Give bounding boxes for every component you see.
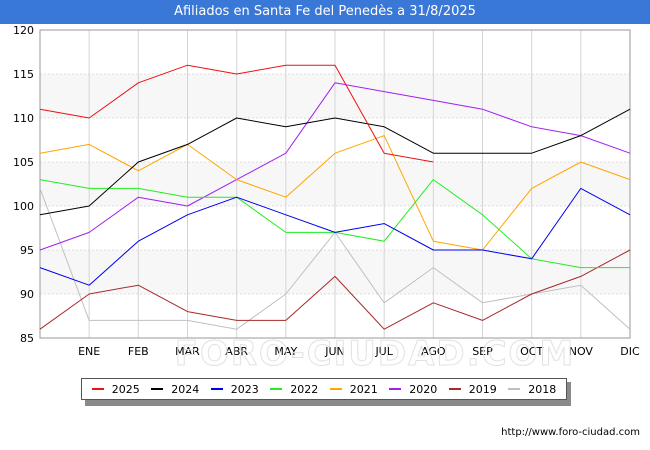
x-tick-label: MAR <box>175 345 200 358</box>
y-tick-label: 95 <box>20 244 34 257</box>
legend: 2025 2024 2023 2022 2021 2020 2019 2018 <box>81 378 567 400</box>
chart-title: Afiliados en Santa Fe del Penedès a 31/8… <box>0 0 650 24</box>
x-tick-label: FEB <box>128 345 149 358</box>
legend-swatch <box>508 388 521 390</box>
legend-item-2022: 2022 <box>270 383 318 396</box>
y-tick-label: 90 <box>20 288 34 301</box>
x-tick-label: OCT <box>520 345 543 358</box>
legend-swatch <box>91 388 104 390</box>
legend-label: 2025 <box>111 382 140 396</box>
x-tick-label: JUL <box>374 345 393 358</box>
y-tick-label: 85 <box>20 332 34 345</box>
legend-item-2024: 2024 <box>151 383 199 396</box>
legend-item-2021: 2021 <box>329 382 378 396</box>
y-tick-label: 120 <box>13 24 34 37</box>
series-line-2023 <box>39 187 631 286</box>
legend-swatch <box>389 388 402 390</box>
legend-label: 2019 <box>468 382 497 396</box>
y-tick-label: 110 <box>13 112 34 125</box>
legend-swatch <box>448 388 461 390</box>
legend-label: 2021 <box>349 382 378 396</box>
legend-swatch <box>210 388 223 390</box>
x-tick-label: MAY <box>274 345 297 358</box>
series-line-2019 <box>39 249 631 330</box>
legend-label: 2020 <box>409 382 438 396</box>
x-tick-label: NOV <box>569 345 594 358</box>
legend-item-2019: 2019 <box>448 382 497 396</box>
x-tick-label: ABR <box>225 345 248 358</box>
legend-label: 2023 <box>230 382 259 396</box>
series-line-2020 <box>39 82 631 251</box>
watermark: FORO-CIUDAD.COM <box>175 334 576 374</box>
series-line-2025 <box>39 64 434 163</box>
x-tick-label: DIC <box>620 345 640 358</box>
source-link[interactable]: http://www.foro-ciudad.com <box>501 427 640 438</box>
legend-swatch <box>329 388 342 390</box>
series-line-2021 <box>39 135 631 251</box>
legend-item-2018: 2018 <box>508 383 556 396</box>
legend-swatch <box>270 388 283 390</box>
x-tick-label: ENE <box>78 345 100 358</box>
legend-item-2025: 2025 <box>91 382 140 396</box>
y-tick-label: 115 <box>13 68 34 81</box>
legend-item-2020: 2020 <box>389 383 437 396</box>
x-tick-label: SEP <box>472 345 493 358</box>
legend-label: 2018 <box>528 382 557 396</box>
x-tick-label: JUN <box>324 345 345 358</box>
series-line-2024 <box>39 108 631 216</box>
legend-item-2023: 2023 <box>210 382 259 396</box>
y-tick-label: 105 <box>13 156 34 169</box>
y-tick-label: 100 <box>13 200 34 213</box>
plot-border <box>39 29 631 339</box>
legend-label: 2024 <box>171 382 200 396</box>
legend-label: 2022 <box>290 382 319 396</box>
x-tick-label: AGO <box>421 345 446 358</box>
legend-swatch <box>151 388 164 390</box>
